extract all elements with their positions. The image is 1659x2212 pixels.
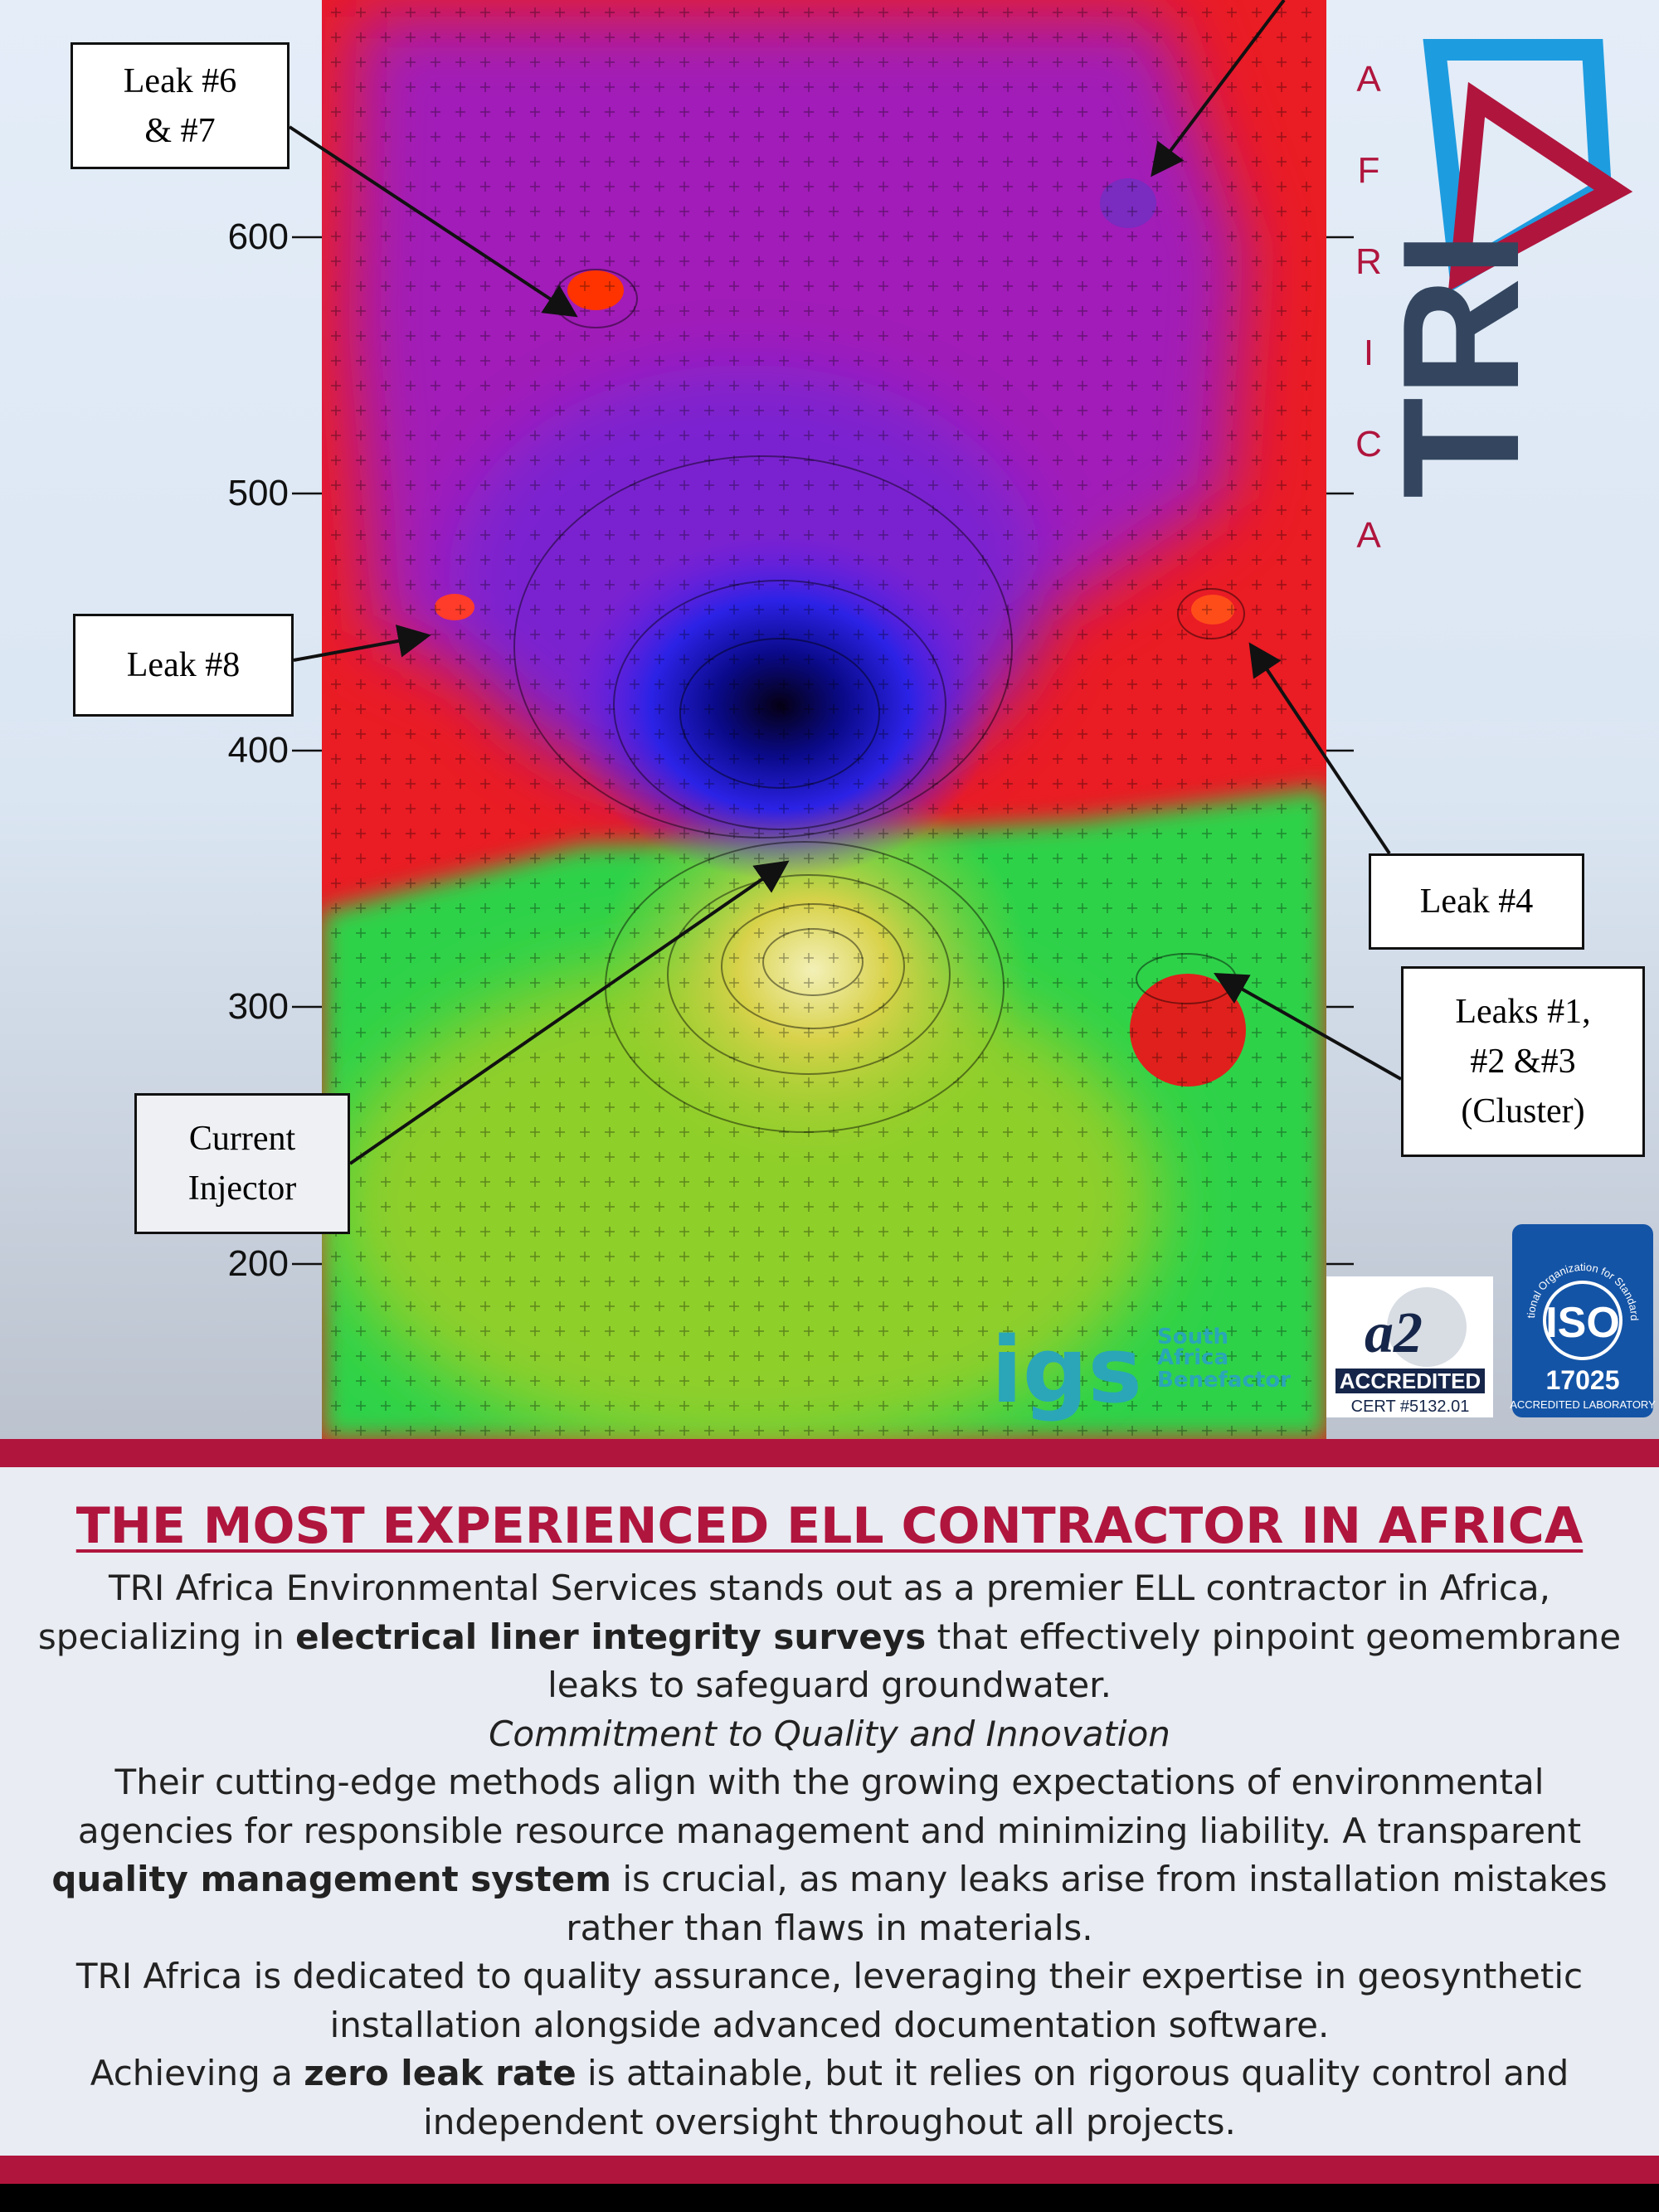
text-run: TRI Africa is dedicated to quality assur… (75, 1956, 1584, 2045)
callout-line: & #7 (144, 111, 216, 150)
igs-sub: Benefactor (1157, 1368, 1291, 1393)
iso-badge (1512, 1224, 1653, 1417)
divider (0, 1439, 1659, 1467)
iso-logo: ISO (1545, 1299, 1620, 1347)
text-run: TRI Africa Environmental Services stands… (37, 1568, 1550, 1657)
igs-sub: South (1157, 1325, 1228, 1349)
callout-line: #2 &#3 (1470, 1043, 1576, 1081)
text-run: quality management system (51, 1859, 611, 1899)
paragraph: Commitment to Quality and Innovation (33, 1710, 1626, 1759)
callout-line: Leak #4 (1419, 882, 1534, 921)
y-label: 300 (227, 986, 289, 1027)
callout-line: Leak #6 (123, 61, 237, 100)
a2la-cert: CERT #5132.01 (1351, 1398, 1470, 1416)
iso-sub: ACCREDITED LABORATORY (1510, 1398, 1656, 1411)
callout: Leak #4 (1369, 853, 1584, 950)
logo-letter: C (1355, 424, 1382, 464)
logo-wordmark: TRI (1369, 231, 1554, 498)
text-run: that effectively pinpoint geomembrane le… (547, 1616, 1622, 1706)
iso-number: 17025 (1546, 1365, 1620, 1395)
body-text: TRI Africa Environmental Services stands… (33, 1564, 1626, 2146)
igs-logo: igs (991, 1317, 1142, 1423)
callout: Leaks #1, #2 &#3 (Cluster) (1401, 966, 1645, 1157)
text-run: is crucial, as many leaks arise from ins… (566, 1859, 1608, 1948)
text-run: Their cutting-edge methods align with th… (77, 1762, 1582, 1851)
callout-line: Injector (187, 1169, 297, 1208)
paragraph: Their cutting-edge methods align with th… (33, 1758, 1626, 1952)
paragraph: TRI Africa Environmental Services stands… (33, 1564, 1626, 1710)
leak-map: TRI A F R I C A igs South Africa Benefac… (0, 0, 1656, 1439)
article: THE MOST EXPERIENCED ELL CONTRACTOR IN A… (33, 1493, 1626, 2146)
text-run: Achieving a (90, 2053, 304, 2093)
a2la-label: ACCREDITED (1340, 1369, 1481, 1393)
svg-text:a2: a2 (1365, 1301, 1423, 1365)
igs-sub: Africa (1157, 1345, 1228, 1370)
text-run: is attainable, but it relies on rigorous… (423, 2053, 1569, 2142)
callout-line: Current (188, 1120, 296, 1158)
logo-letter: I (1364, 333, 1374, 373)
callout-line: Leak #8 (126, 646, 241, 684)
paragraph: Achieving a zero leak rate is attainable… (33, 2049, 1626, 2146)
callout-line: Leaks #1, (1455, 993, 1591, 1031)
callout-line: (Cluster) (1461, 1092, 1585, 1130)
y-label: 600 (227, 216, 289, 257)
logo-letter: A (1356, 59, 1381, 100)
logo-letter: F (1358, 150, 1380, 191)
text-run: electrical liner integrity surveys (295, 1616, 927, 1657)
logo-letter: A (1356, 515, 1381, 556)
callout: Leak #6 & #7 (71, 42, 289, 169)
footer-band (0, 2184, 1659, 2212)
callout: Current Injector (134, 1093, 350, 1234)
y-label: 400 (227, 730, 289, 771)
y-label: 500 (227, 473, 289, 513)
callout: Leak #8 (73, 614, 294, 717)
heading: THE MOST EXPERIENCED ELL CONTRACTOR IN A… (75, 1497, 1584, 1555)
hero: TRI A F R I C A igs South Africa Benefac… (0, 0, 1659, 1439)
text-run: Commitment to Quality and Innovation (489, 1713, 1170, 1754)
paragraph: TRI Africa is dedicated to quality assur… (33, 1952, 1626, 2049)
logo-letter: R (1355, 241, 1382, 282)
text-run: zero leak rate (304, 2053, 577, 2093)
y-label: 200 (227, 1243, 289, 1284)
divider (0, 2156, 1659, 2184)
